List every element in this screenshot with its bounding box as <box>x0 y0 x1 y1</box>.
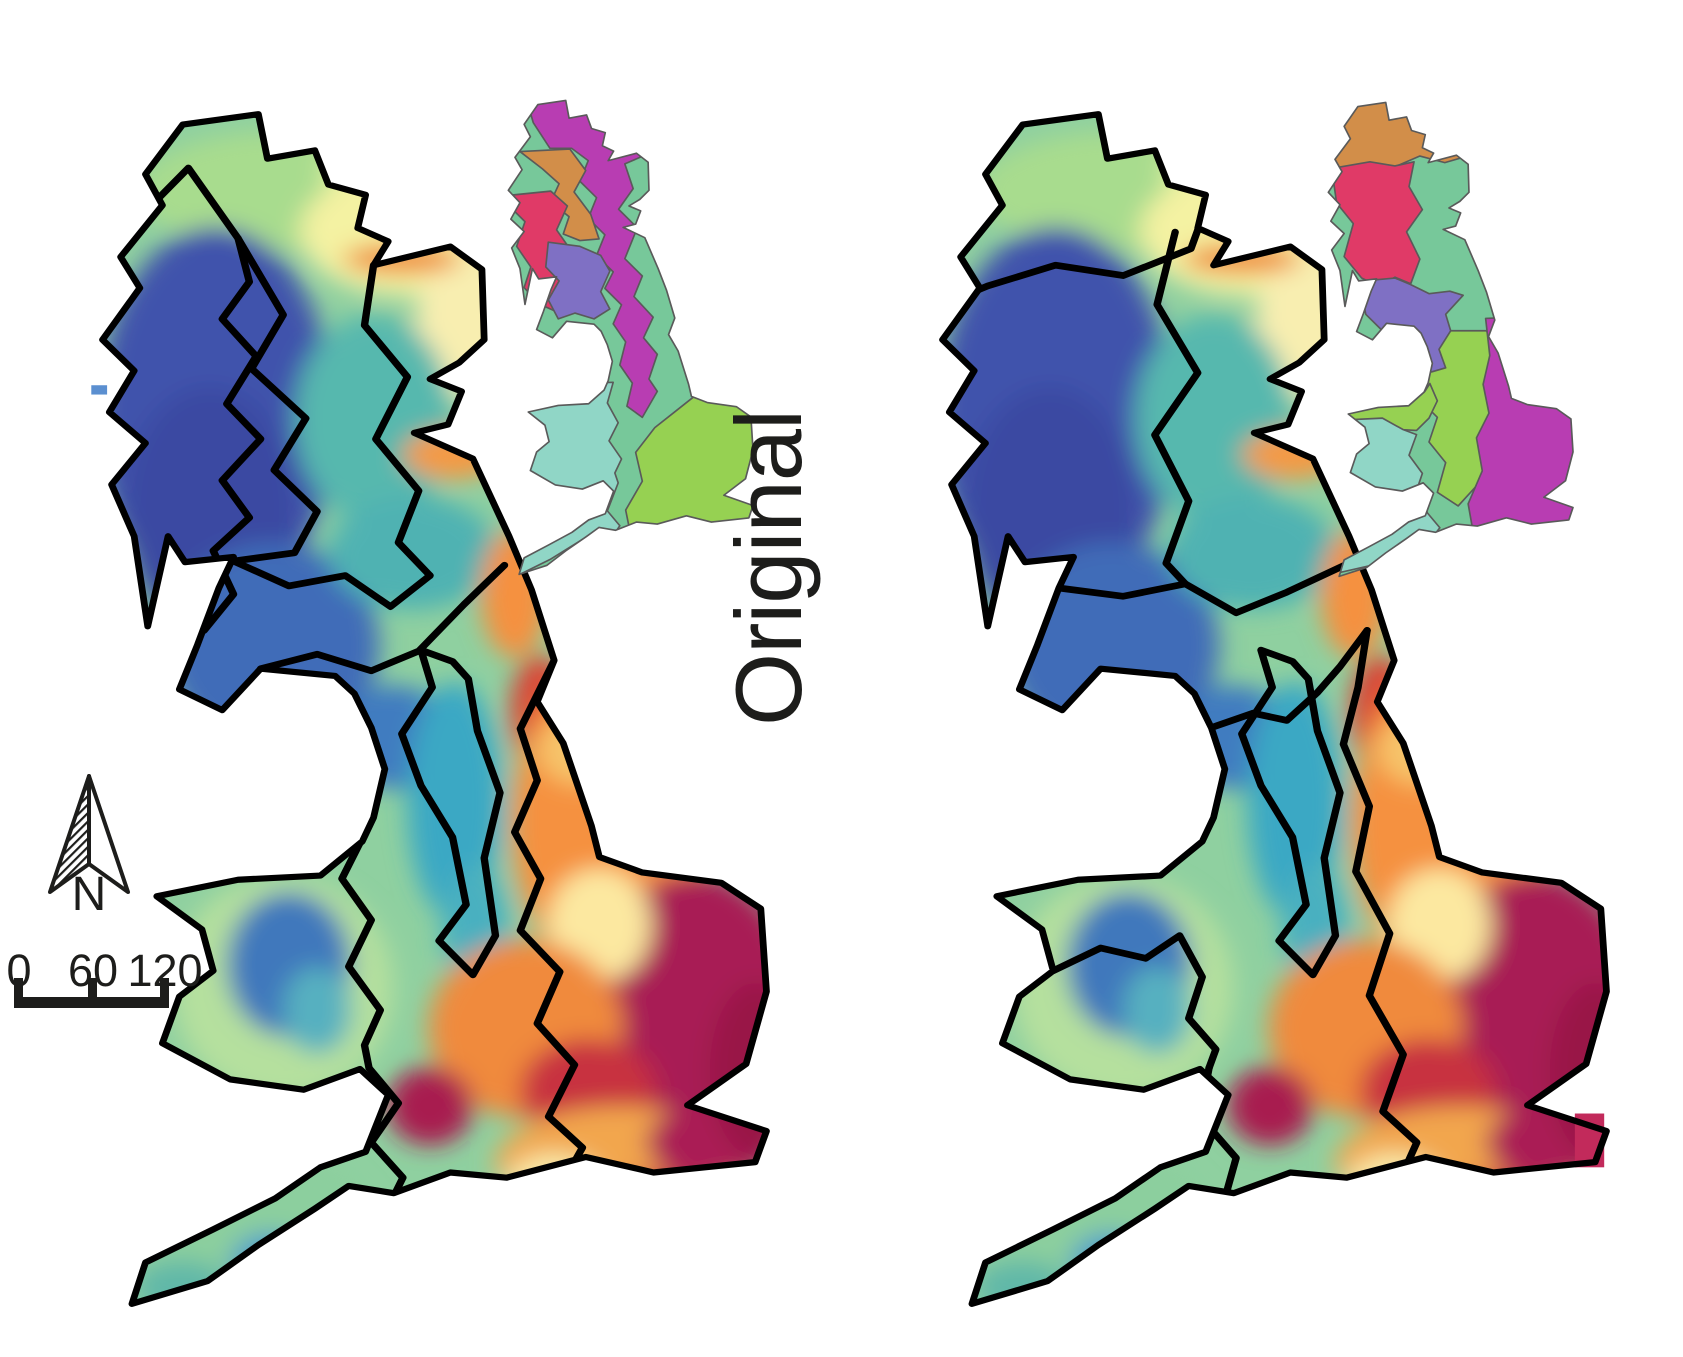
inset-region <box>544 241 611 320</box>
west-island <box>91 385 108 395</box>
north-label: N <box>72 868 107 912</box>
inset-region <box>1328 102 1475 172</box>
inset-region <box>524 100 659 419</box>
scale-bar-graphic <box>14 978 169 1008</box>
panel-label-extended: Extended <box>0 376 7 766</box>
inset-region <box>1330 160 1424 288</box>
extended-inset-region-map <box>507 99 754 576</box>
inset-region <box>519 148 600 242</box>
inset-region <box>508 381 623 575</box>
original-region-boundaries <box>942 226 1421 1202</box>
north-arrow: N <box>48 774 130 912</box>
scale-bar: 0 60 120 <box>6 945 203 1008</box>
north-arrow-right-half <box>87 774 130 894</box>
panel-label-original: Original <box>716 410 821 726</box>
original-heatmap-map <box>920 108 1620 1308</box>
original-inset-region-map <box>1327 101 1574 578</box>
